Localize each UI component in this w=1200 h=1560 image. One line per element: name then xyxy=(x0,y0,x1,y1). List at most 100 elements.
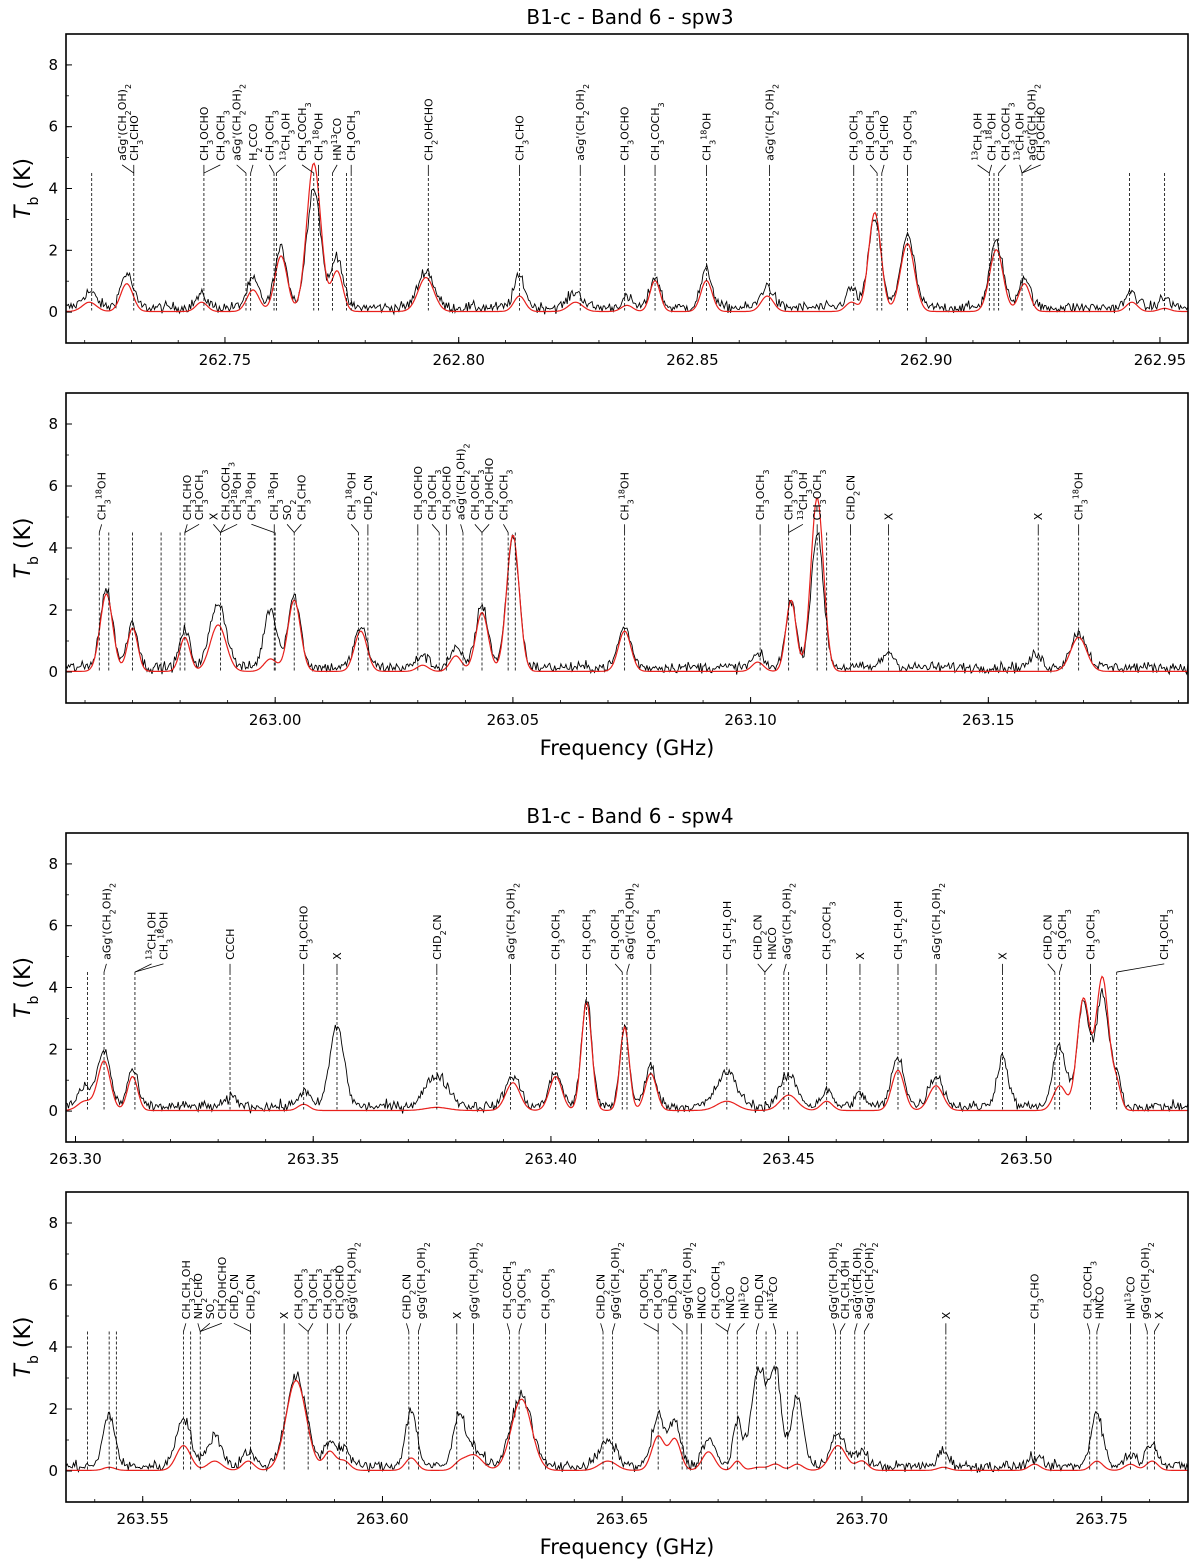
x-axis-label: Frequency (GHz) xyxy=(540,736,715,760)
observed-spectrum xyxy=(66,188,1188,316)
label-leader-32 xyxy=(832,1323,836,1332)
label-leader-4 xyxy=(203,164,221,174)
species-label-21: CH3OCH3 xyxy=(864,110,881,161)
y-tick-label-4: 6 xyxy=(48,477,58,495)
label-leader-23 xyxy=(1047,963,1056,973)
x-tick-label-2: 262.80 xyxy=(432,351,485,369)
species-label-17: CH3COCH3 xyxy=(649,102,666,160)
species-label-5: CH3COCH3 xyxy=(219,462,236,520)
species-label-21: aGg'(CH2OH)2 xyxy=(930,883,947,960)
label-leader-3 xyxy=(184,523,200,533)
species-label-28: aGg'(CH2OH)2 xyxy=(1025,84,1042,161)
species-label-4: CCCH xyxy=(224,929,237,960)
x-tick-label-3: 263.65 xyxy=(596,1510,649,1528)
label-leader-16 xyxy=(764,963,773,973)
species-label-3: SO2 xyxy=(204,1299,221,1320)
species-label-27: 13CH3OH xyxy=(1012,113,1030,161)
label-leader-30 xyxy=(756,1323,760,1332)
x-tick-label-5: 263.50 xyxy=(1000,1150,1053,1168)
label-leader-42 xyxy=(1154,1323,1160,1332)
label-leader-21 xyxy=(869,164,878,174)
label-leader-2 xyxy=(184,524,188,533)
species-label-27: CH3COCH3 xyxy=(710,1261,727,1319)
label-leader-29 xyxy=(1021,164,1041,174)
species-label-29: HN13CO xyxy=(737,1276,752,1319)
panel-2: CH318OHCH3CHOCH3OCH3XCH3COCH3CH318OHCH31… xyxy=(11,392,1189,760)
x-axis-label: Frequency (GHz) xyxy=(540,1535,715,1559)
species-label-16: gGg'(CH2OH)2 xyxy=(468,1242,485,1319)
x-tick-label-5: 263.75 xyxy=(1075,1510,1128,1528)
species-label-8: 13CH3OH xyxy=(278,113,296,161)
spectra xyxy=(66,162,1188,316)
label-leader-14 xyxy=(431,524,440,533)
species-label-13: CH3OCH3 xyxy=(645,909,662,960)
species-label-1: aGg'(CH2OH)2 xyxy=(116,84,133,161)
y-tick-label-4: 6 xyxy=(48,1276,58,1294)
species-label-23: CH3OCH3 xyxy=(902,110,919,161)
label-leader-18 xyxy=(518,1323,522,1332)
plot-frame xyxy=(65,1191,1189,1503)
label-leader-17 xyxy=(474,524,483,533)
y-tick-label-1: 0 xyxy=(48,663,58,681)
species-label-22: CH3OCH3 xyxy=(638,1269,655,1320)
species-label-15: CHD2CN xyxy=(752,914,769,959)
x-tick-label-2: 263.05 xyxy=(487,711,540,729)
species-label-13: CH2OHCHO xyxy=(422,98,439,161)
label-leader-8 xyxy=(276,164,286,174)
species-label-20: CH3CH2OH xyxy=(892,901,909,960)
species-label-21: gGg'(CH2OH)2 xyxy=(609,1242,626,1319)
label-leader-24 xyxy=(1059,963,1063,973)
species-label-38: CH3COCH3 xyxy=(1081,1261,1098,1319)
y-axis-label: Tb (K) xyxy=(11,957,42,1018)
plot-frame xyxy=(65,392,1189,704)
species-label-4: X xyxy=(207,512,220,520)
species-label-6: CHD2CN xyxy=(245,1274,262,1319)
label-leader-39 xyxy=(1096,1323,1100,1332)
label-leader-34 xyxy=(854,1323,858,1332)
species-label-3: CH318OH xyxy=(156,912,174,960)
label-leader-4 xyxy=(213,524,221,533)
species-label-14: CH3CHO xyxy=(513,115,530,161)
species-label-6: X xyxy=(331,952,344,960)
species-label-20: CH3OCH3 xyxy=(848,110,865,161)
species-label-25: CHD2CN xyxy=(844,475,861,520)
label-leader-11 xyxy=(614,963,623,973)
species-label-22: X xyxy=(997,952,1010,960)
x-tick-label-3: 262.85 xyxy=(666,351,719,369)
label-leader-13 xyxy=(406,1323,410,1332)
label-leader-19 xyxy=(503,524,509,533)
y-tick-label-3: 4 xyxy=(48,1338,58,1356)
species-label-2: CH3CHO xyxy=(181,474,198,520)
label-leader-35 xyxy=(864,1323,870,1332)
species-label-19: aGg'(CH2OH)2 xyxy=(764,84,781,161)
label-leader-27 xyxy=(1019,164,1023,174)
x-tick-label-3: 263.40 xyxy=(525,1150,578,1168)
y-axis-label: Tb (K) xyxy=(11,518,42,579)
label-leader-5 xyxy=(236,164,247,174)
label-leader-5 xyxy=(220,524,226,533)
species-label-19: CH3OCH3 xyxy=(539,1269,556,1320)
x-tick-label-5: 262.95 xyxy=(1134,351,1187,369)
y-tick-label-2: 2 xyxy=(48,1040,58,1058)
label-leader-1 xyxy=(183,1323,187,1332)
species-label-1: aGg'(CH2OH)2 xyxy=(100,883,117,960)
species-label-12: gGg'(CH2OH)2 xyxy=(345,1242,362,1319)
species-label-16: CH3OCHO xyxy=(619,106,636,161)
species-label-31: HN13CO xyxy=(766,1276,781,1319)
label-leader-38 xyxy=(1086,1323,1091,1332)
label-leader-10 xyxy=(293,524,302,533)
y-tick-label-3: 4 xyxy=(48,180,58,198)
label-leader-8 xyxy=(298,1322,309,1332)
species-label-26: CH3COCH3 xyxy=(1000,102,1017,160)
species-label-41: gGg'(CH2OH)2 xyxy=(1139,1242,1156,1319)
species-label-23: CH3OCH3 xyxy=(652,1269,669,1320)
label-leader-12 xyxy=(346,1323,352,1332)
species-label-6: H2CCO xyxy=(247,123,264,161)
species-label-4: CH3OCH3 xyxy=(214,110,231,161)
spectra xyxy=(66,497,1188,676)
species-label-26: X xyxy=(882,512,895,520)
species-label-14: CH3OCH3 xyxy=(426,470,443,521)
x-tick-label-1: 263.00 xyxy=(249,711,302,729)
